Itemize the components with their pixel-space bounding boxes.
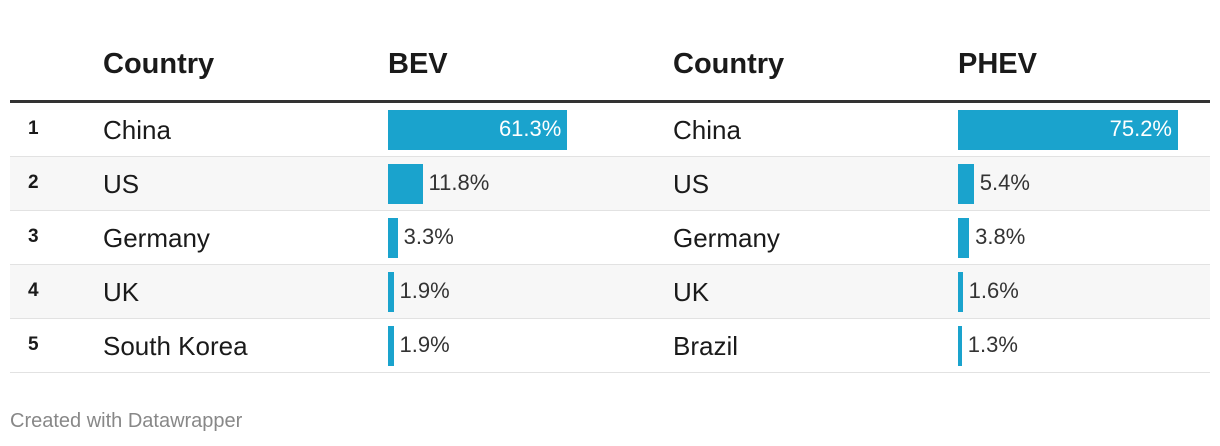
bev-country: UK — [103, 277, 140, 307]
row-rank: 4 — [28, 280, 39, 301]
bev-country: South Korea — [103, 331, 248, 361]
phev-bar — [958, 326, 962, 366]
header-country-phev: Country — [673, 48, 785, 80]
row-rank: 2 — [28, 172, 39, 193]
phev-bar — [958, 164, 974, 204]
phev-country: Brazil — [673, 331, 739, 361]
header-phev: PHEV — [958, 48, 1037, 80]
table-row: 5 South Korea Brazil 1.9% 1.3% — [10, 319, 1210, 373]
rankings-table: Country BEV Country PHEV 1 China China 61.3… — [10, 36, 1210, 373]
bev-bar — [388, 218, 398, 258]
row-rank: 5 — [28, 334, 39, 355]
bev-bar — [388, 326, 394, 366]
header-bev: BEV — [388, 48, 448, 80]
bev-country: China — [103, 115, 171, 145]
bev-country: US — [103, 169, 140, 199]
table-row: 4 UK UK 1.9% 1.6% — [10, 265, 1210, 319]
table-row: 1 China China 61.3% 75.2% — [10, 103, 1210, 157]
bev-value-label: 1.9% — [399, 278, 450, 303]
table-header: Country BEV Country PHEV — [10, 36, 1210, 103]
header-country-bev: Country — [103, 48, 215, 80]
phev-country: Germany — [673, 223, 780, 253]
phev-value-label: 1.3% — [967, 332, 1018, 357]
phev-bar — [958, 272, 963, 312]
bev-value-label: 61.3% — [498, 116, 562, 141]
phev-country: US — [673, 169, 710, 199]
phev-bar — [958, 218, 970, 258]
phev-value-label: 3.8% — [975, 224, 1026, 249]
phev-value-label: 75.2% — [1109, 116, 1172, 141]
bev-value-label: 3.3% — [403, 224, 454, 249]
bev-value-label: 11.8% — [428, 170, 490, 195]
phev-country: UK — [673, 277, 710, 307]
row-rank: 3 — [28, 226, 39, 247]
phev-country: China — [673, 115, 741, 145]
table-row: 2 US US 11.8% 5.4% — [10, 157, 1210, 211]
bev-bar — [388, 164, 423, 204]
phev-value-label: 1.6% — [968, 278, 1019, 303]
phev-value-label: 5.4% — [979, 170, 1030, 195]
row-rank: 1 — [28, 118, 39, 139]
phev-bar — [958, 110, 1178, 150]
footer-credit: Created with Datawrapper — [10, 410, 243, 432]
table-body: 1 China China 61.3% 75.2% 2 US US 11.8% 5.4% 3 Germ… — [10, 103, 1210, 373]
bev-bar — [388, 110, 568, 150]
bev-bar — [388, 272, 394, 312]
bev-country: Germany — [103, 223, 210, 253]
table-row: 3 Germany Germany 3.3% 3.8% — [10, 211, 1210, 265]
bev-value-label: 1.9% — [399, 332, 450, 357]
